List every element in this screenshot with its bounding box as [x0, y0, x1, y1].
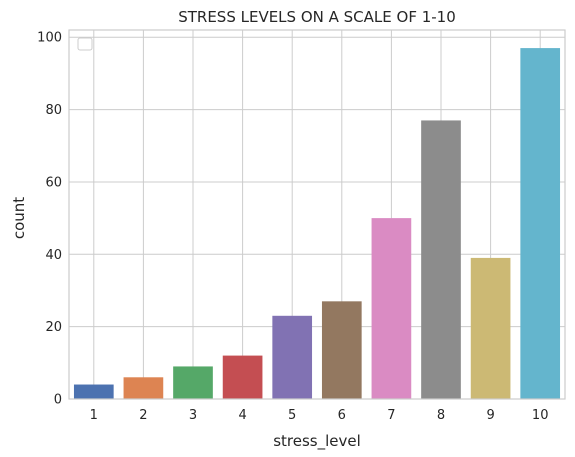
y-tick-label: 20	[45, 320, 62, 335]
x-tick-label: 10	[532, 408, 549, 423]
y-tick-labels: 0 20 40 60 80 100	[37, 31, 62, 408]
bar-10	[520, 48, 561, 400]
y-tick-label: 0	[54, 393, 62, 408]
bar-4	[222, 355, 263, 399]
plot-frame	[68, 29, 566, 400]
bar-1	[73, 384, 114, 399]
x-tick-label: 2	[139, 408, 147, 423]
x-tick-label: 1	[90, 408, 98, 423]
x-tick-label: 4	[238, 408, 246, 423]
x-tick-label: 8	[437, 408, 445, 423]
y-axis-title: count	[10, 197, 28, 239]
x-axis-title: stress_level	[273, 432, 361, 451]
legend-box	[77, 37, 93, 51]
x-tick-label: 5	[288, 408, 296, 423]
bar-5	[272, 315, 313, 399]
y-tick-label: 100	[37, 31, 62, 46]
bar-9	[470, 257, 511, 399]
bar-7	[371, 218, 412, 399]
bar-6	[321, 301, 362, 399]
bars	[73, 48, 561, 400]
x-tick-label: 6	[338, 408, 346, 423]
bar-2	[123, 377, 164, 399]
y-tick-label: 60	[45, 175, 62, 190]
chart-title: STRESS LEVELS ON A SCALE OF 1-10	[178, 8, 456, 26]
bar-3	[173, 366, 213, 399]
y-tick-label: 40	[45, 248, 62, 263]
x-tick-label: 7	[387, 408, 395, 423]
y-tick-label: 80	[45, 103, 62, 118]
x-tick-label: 3	[189, 408, 197, 423]
x-tick-labels: 1 2 3 4 5 6 7 8 9 10	[90, 408, 549, 423]
bar-8	[421, 120, 461, 400]
x-tick-label: 9	[486, 408, 494, 423]
